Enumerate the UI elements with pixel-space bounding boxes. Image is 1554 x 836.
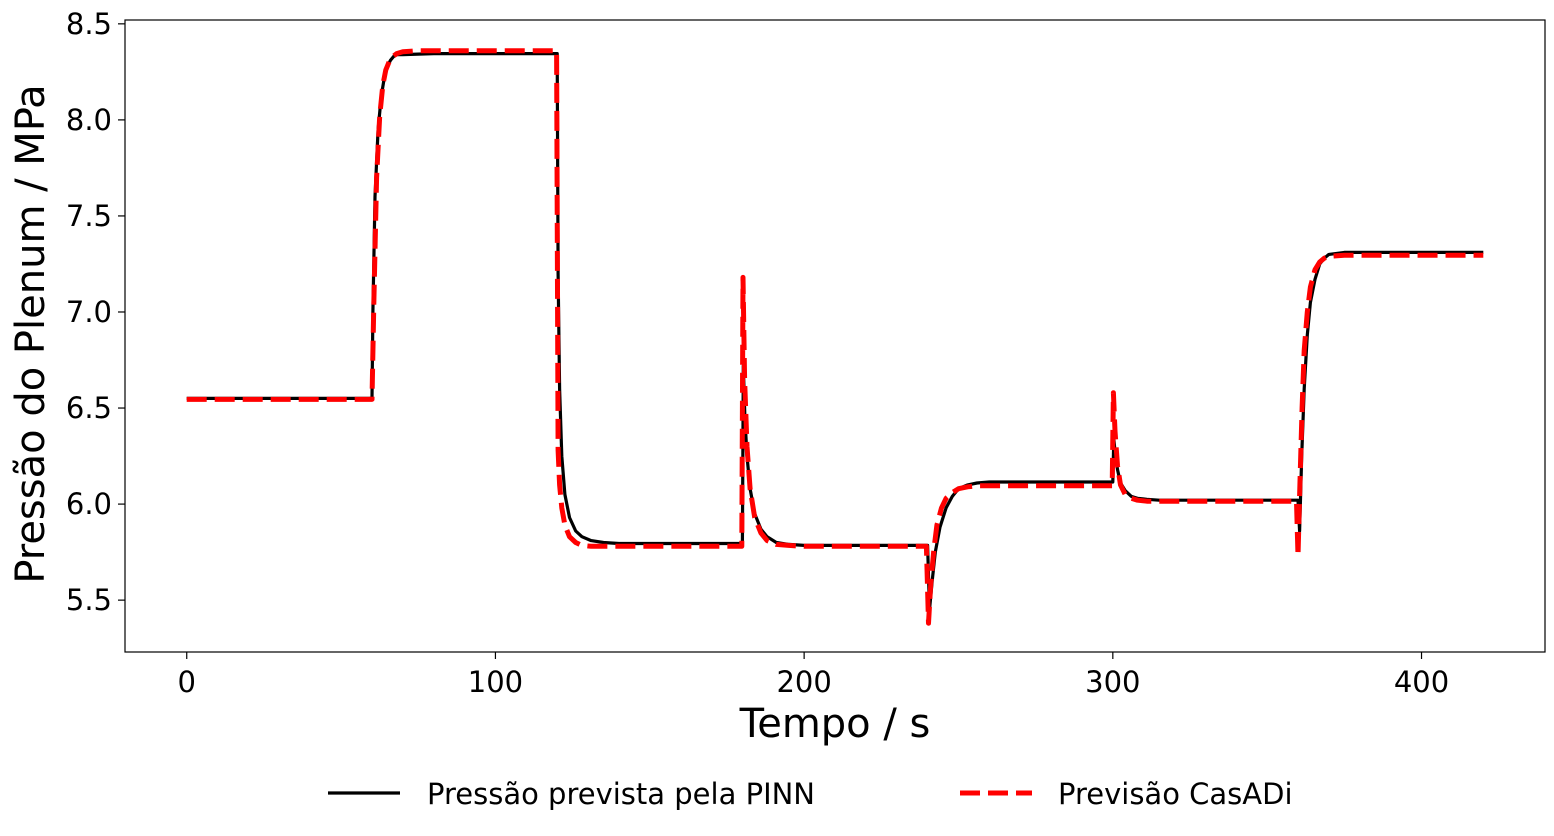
series-layer	[186, 48, 1484, 626]
y-tick-label: 5.5	[66, 583, 112, 617]
y-tick-label: 8.0	[66, 103, 112, 137]
x-axis-title: Tempo / s	[739, 701, 931, 747]
plot-frame	[124, 19, 1546, 653]
x-tick-label: 200	[776, 665, 831, 699]
y-tick-label: 6.0	[66, 487, 112, 521]
x-axis: 0 100 200 300 400	[178, 652, 1449, 699]
y-tick-label: 7.0	[66, 295, 112, 329]
legend-label-1: Pressão prevista pela PINN	[427, 777, 815, 811]
y-tick-label: 8.5	[66, 7, 112, 41]
legend: Pressão prevista pela PINN Previsão CasAD…	[328, 777, 1293, 811]
y-tick-label: 7.5	[66, 199, 112, 233]
series-line-1	[186, 51, 1484, 612]
x-tick-label: 300	[1085, 665, 1140, 699]
x-tick-label: 400	[1394, 665, 1449, 699]
x-tick-label: 100	[468, 665, 523, 699]
legend-label-2: Previsão CasADi	[1058, 777, 1293, 811]
y-tick-label: 6.5	[66, 391, 112, 425]
y-axis-title: Pressão do Plenum / MPa	[8, 84, 54, 583]
y-axis: 5.5 6.0 6.5 7.0 7.5 8.0 8.5	[66, 7, 125, 617]
series-line-2	[186, 48, 1484, 626]
x-tick-label: 0	[178, 665, 196, 699]
